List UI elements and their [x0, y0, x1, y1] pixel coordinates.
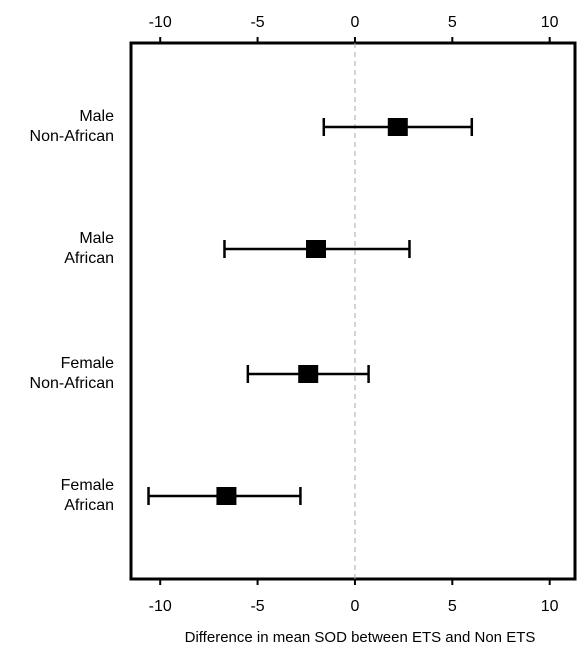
plot-frame: [129, 41, 577, 581]
top-tick-label: -10: [149, 14, 172, 31]
estimate-row: Female Non-African: [30, 355, 370, 392]
point-estimate-marker: [306, 240, 326, 258]
point-estimate-marker: [216, 487, 237, 505]
point-estimate-marker: [387, 118, 408, 136]
category-label-line2: Non-African: [30, 128, 114, 145]
top-tick-label: -5: [250, 14, 264, 31]
estimate-row: Male Non-African: [30, 108, 474, 145]
bottom-axis: -10 -5 0 5 10: [149, 579, 559, 615]
category-label-line2: African: [64, 250, 114, 267]
bottom-tick-label: -10: [149, 598, 172, 615]
bottom-tick-label: 10: [541, 598, 559, 615]
point-estimate-marker: [298, 365, 319, 383]
category-label-line1: Female: [61, 477, 114, 494]
estimate-row: Male African: [64, 230, 411, 267]
top-axis: -10 -5 0 5 10: [149, 14, 559, 43]
top-tick-label: 10: [541, 14, 559, 31]
bottom-tick-label: 5: [448, 598, 457, 615]
top-tick-label: 5: [448, 14, 457, 31]
top-tick-label: 0: [350, 14, 359, 31]
bottom-tick-label: 0: [350, 598, 359, 615]
category-label-line1: Male: [79, 108, 114, 125]
category-label-line1: Female: [61, 355, 114, 372]
x-axis-title: Difference in mean SOD between ETS and N…: [185, 629, 536, 646]
estimate-row: Female African: [61, 477, 302, 514]
category-label-line2: Non-African: [30, 375, 114, 392]
estimate-rows: Male Non-African Male African Female Non-Afri…: [30, 108, 474, 514]
category-label-line2: African: [64, 497, 114, 514]
category-label-line1: Male: [79, 230, 114, 247]
bottom-tick-label: -5: [250, 598, 264, 615]
